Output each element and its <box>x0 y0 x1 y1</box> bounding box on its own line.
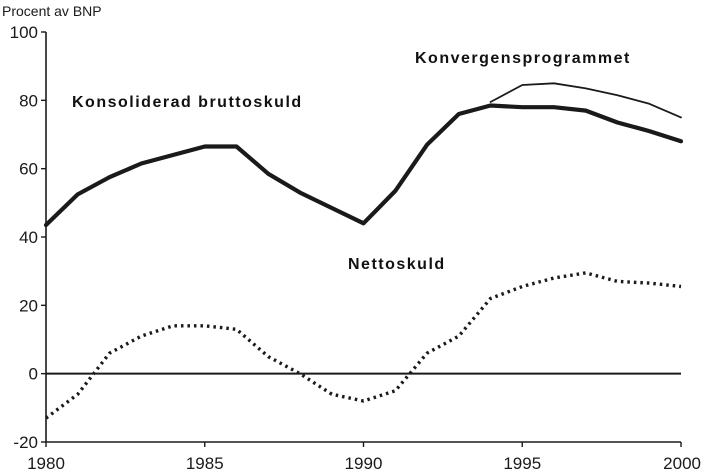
y-tick-label: 60 <box>19 160 38 179</box>
x-tick-label: 2000 <box>663 454 701 473</box>
y-tick-label: 0 <box>29 365 38 384</box>
label-konvergensprogrammet: Konvergensprogrammet <box>415 50 631 67</box>
y-tick-label: 80 <box>19 91 38 110</box>
series-line-nettoskuld <box>44 271 682 420</box>
label-nettoskuld: Nettoskuld <box>348 256 446 273</box>
series-layer <box>43 82 684 420</box>
y-tick-label: 20 <box>19 296 38 315</box>
x-tick-label: 1985 <box>186 454 224 473</box>
x-tick-label: 1980 <box>27 454 65 473</box>
x-tick-label: 1990 <box>345 454 383 473</box>
series-line-konvergensprogrammet <box>489 82 682 119</box>
y-tick-label: 100 <box>10 23 38 42</box>
series-line-konsoliderad-bruttoskuld <box>43 103 684 228</box>
label-konsoliderad-bruttoskuld: Konsoliderad bruttoskuld <box>72 94 303 111</box>
y-axis-unit-label: Procent av BNP <box>2 3 102 19</box>
y-tick-label: 40 <box>19 228 38 247</box>
axes: 100 80 60 40 20 0 -20 1980 1985 1990 1995 2000 <box>10 23 701 473</box>
x-tick-label: 1995 <box>503 454 541 473</box>
y-tick-label: -20 <box>13 433 38 452</box>
